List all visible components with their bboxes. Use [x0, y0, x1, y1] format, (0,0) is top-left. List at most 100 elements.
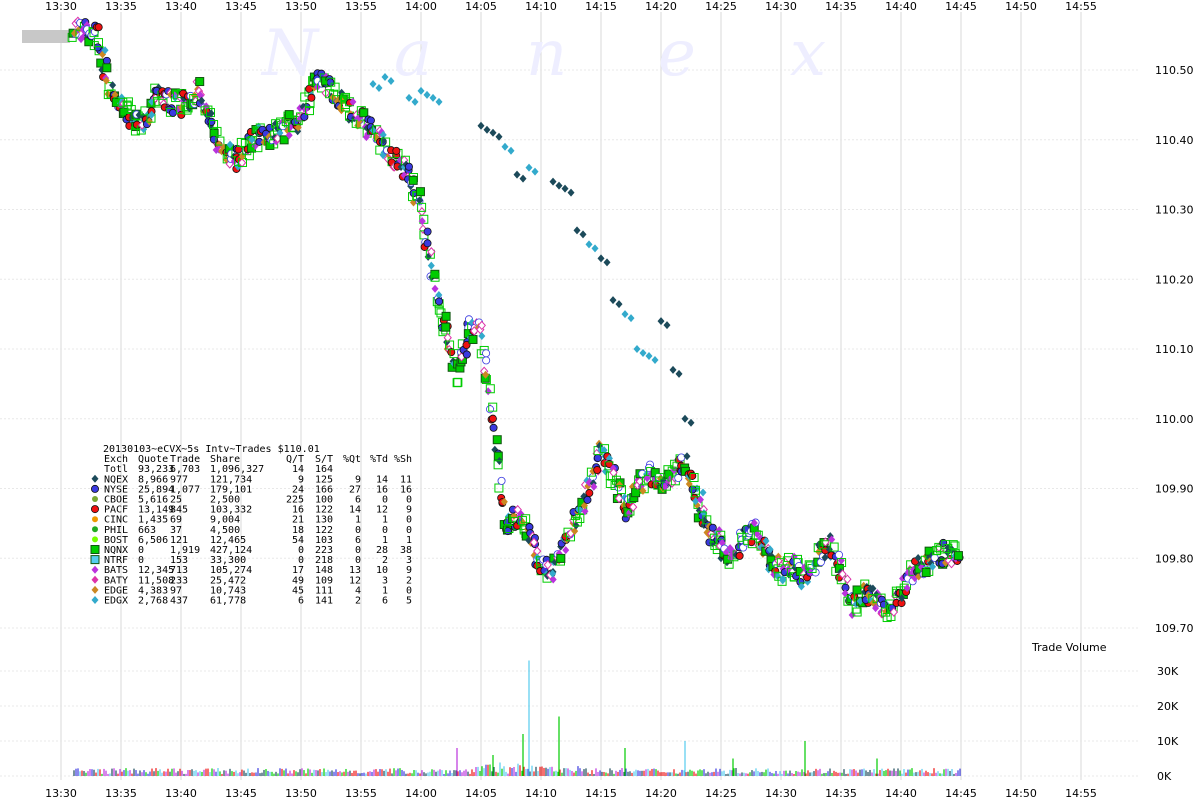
trade-marker [226, 140, 234, 149]
volume-axis-title: Trade Volume [1031, 641, 1107, 654]
trade-marker [285, 131, 293, 140]
legend-header: Share [210, 454, 240, 465]
legend-row: 179,101 [210, 484, 252, 495]
trade-marker [284, 110, 294, 120]
trade-marker [639, 486, 647, 495]
trade-marker [91, 565, 99, 574]
trade-marker [600, 444, 610, 454]
legend-total-row: 6,703 [170, 464, 200, 475]
trade-marker [688, 485, 697, 494]
trade-marker [615, 300, 623, 309]
trade-marker [379, 130, 387, 139]
price-tick-label: 110.10 [1155, 343, 1194, 356]
time-tick-label: 14:10 [525, 787, 557, 800]
legend-row: 109 [315, 575, 333, 586]
legend-row: 0 [406, 515, 412, 526]
volume-tick-label: 20K [1157, 700, 1179, 713]
legend-row: 0 [355, 525, 361, 536]
legend-row: 0 [298, 555, 304, 566]
trade-marker [408, 175, 418, 185]
trade-marker [661, 482, 669, 491]
trade-marker [699, 488, 707, 497]
time-tick-label: 13:55 [345, 787, 377, 800]
legend-row: 223 [315, 545, 333, 556]
legend-row: 10 [376, 565, 388, 576]
trade-marker [145, 117, 153, 126]
trade-marker [590, 482, 598, 491]
trade-marker [215, 136, 225, 146]
legend-row: 16 [292, 505, 304, 516]
trade-marker [766, 545, 774, 554]
trade-marker [784, 565, 792, 574]
trade-marker [651, 355, 659, 364]
time-tick-label: 13:30 [45, 0, 77, 13]
trade-marker [488, 402, 498, 412]
trade-marker [700, 509, 708, 518]
trade-marker [435, 290, 443, 299]
price-tick-label: 110.40 [1155, 134, 1194, 147]
trade-marker [387, 76, 395, 85]
legend-row: 13 [349, 565, 361, 576]
trade-marker [889, 607, 898, 617]
trade-marker [462, 350, 471, 359]
trade-marker [482, 370, 490, 379]
trade-marker [591, 244, 599, 253]
legend-row: 37 [170, 525, 182, 536]
legend-row: 103 [315, 535, 333, 546]
legend-row: 25 [170, 495, 182, 506]
trade-marker [735, 551, 744, 560]
trade-marker [427, 246, 436, 257]
trade-marker [600, 446, 608, 455]
time-tick-label: 14:45 [945, 0, 977, 13]
time-tick-label: 14:20 [645, 0, 677, 13]
trade-marker [197, 91, 205, 100]
legend-row: 713 [170, 565, 188, 576]
trade-marker [168, 108, 177, 117]
legend-row: 25,472 [210, 575, 246, 586]
legend-row: 0 [382, 525, 388, 536]
trade-marker [423, 239, 432, 248]
legend-row: 12 [349, 575, 361, 586]
trade-marker [148, 110, 156, 119]
trade-marker [829, 542, 839, 552]
trade-marker [330, 82, 340, 92]
legend-row: CBOE [104, 495, 128, 506]
legend-row: 103,332 [210, 505, 252, 516]
trade-marker [562, 546, 570, 555]
volume-bars [73, 660, 961, 776]
legend-total-row: 1,096,327 [210, 464, 264, 475]
trade-marker [556, 553, 566, 563]
trade-marker [359, 108, 369, 118]
legend-header: S/T [315, 454, 333, 465]
trade-marker [633, 345, 641, 353]
legend-row: 141 [315, 596, 333, 607]
trade-marker [555, 181, 563, 190]
watermark-letter: n [526, 17, 567, 91]
legend-row: 2,500 [210, 495, 240, 506]
trade-marker [404, 162, 413, 171]
trade-marker [898, 594, 906, 603]
trade-marker [837, 558, 847, 568]
legend-row: 61,778 [210, 596, 246, 607]
time-tick-label: 14:05 [465, 0, 497, 13]
legend-row: 16 [376, 484, 388, 495]
legend-row: 2,768 [138, 596, 168, 607]
trade-marker [304, 106, 314, 116]
legend-header: Trade [170, 454, 200, 465]
trade-marker [209, 120, 219, 130]
trade-marker [677, 453, 686, 462]
trade-marker [517, 509, 525, 518]
time-tick-label: 14:00 [405, 787, 437, 800]
legend-header: %Sh [394, 454, 412, 465]
trade-marker [585, 240, 593, 249]
legend-total-row: 14 [292, 464, 304, 475]
exchange-legend: 20130103~eCVX~5s Intv~Trades $110.01Exch… [90, 444, 412, 607]
trade-marker [417, 202, 427, 212]
legend-row: 9 [298, 474, 304, 485]
legend-row: 49 [292, 575, 304, 586]
trade-marker [447, 348, 456, 357]
trade-marker [797, 582, 805, 591]
legend-row: 2 [355, 596, 361, 607]
trade-marker [366, 116, 375, 125]
trade-marker [852, 585, 862, 595]
